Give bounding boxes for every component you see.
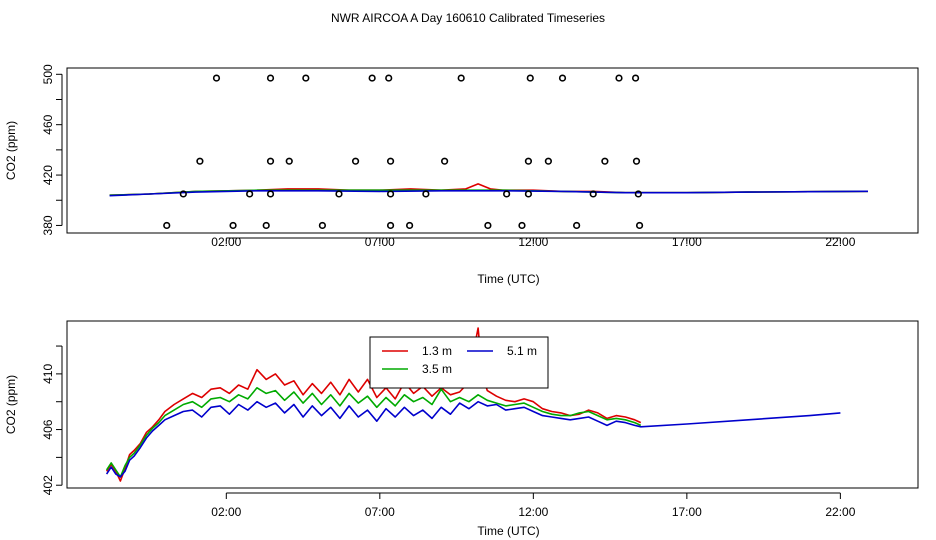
- x-tick-label: 22:00: [825, 235, 855, 249]
- x-tick-label: 07:00: [365, 235, 395, 249]
- legend-label: 5.1 m: [507, 344, 537, 358]
- scatter-point: [179, 190, 187, 198]
- scatter-point: [526, 74, 534, 82]
- scatter-point: [422, 190, 430, 198]
- plot-frame: [66, 320, 919, 489]
- plot-area: [109, 183, 869, 197]
- scatter-point: [386, 221, 395, 230]
- x-tick-label: 17:00: [672, 505, 702, 519]
- y-axis-label: CO2 (ppm): [4, 375, 18, 434]
- y-tick-label: 402: [41, 475, 55, 495]
- scatter-point: [632, 157, 641, 165]
- scatter-point: [484, 221, 492, 230]
- y-tick-label: 380: [41, 215, 55, 235]
- scatter-point: [406, 221, 414, 230]
- scatter-point: [385, 74, 393, 82]
- scatter-point: [558, 74, 567, 82]
- scatter-point: [351, 157, 360, 165]
- scatter-point: [212, 74, 221, 82]
- scatter-point: [544, 157, 552, 165]
- scatter-point: [335, 190, 343, 198]
- scatter-point: [589, 190, 597, 198]
- scatter-point: [615, 74, 623, 82]
- y-tick-label: 406: [41, 419, 55, 439]
- y-tick-label: 500: [41, 64, 55, 84]
- scatter-point: [386, 157, 395, 165]
- scatter-point: [266, 190, 275, 198]
- scatter-point: [503, 190, 511, 198]
- scatter-point: [601, 157, 609, 165]
- series-line-1-3-m: [105, 327, 642, 482]
- scatter-point: [285, 157, 293, 165]
- plot-area: [105, 327, 841, 482]
- scatter-point: [266, 74, 275, 82]
- scatter-point: [457, 74, 465, 82]
- chart-panel-1: NWR AIRCOA A Day 160610 Calibrated Times…: [4, 11, 919, 286]
- scatter-point: [266, 157, 275, 165]
- chart-title: NWR AIRCOA A Day 160610 Calibrated Times…: [331, 11, 605, 25]
- scatter-point: [368, 74, 376, 82]
- scatter-point: [524, 157, 533, 165]
- x-tick-label: 12:00: [518, 235, 548, 249]
- scatter-point: [318, 221, 327, 230]
- x-tick-label: 17:00: [672, 235, 702, 249]
- scatter-point: [229, 221, 237, 230]
- scatter-point: [635, 221, 644, 230]
- scatter-point: [634, 190, 642, 198]
- plot-frame: [66, 67, 919, 234]
- x-tick-label: 02:00: [211, 235, 241, 249]
- series-line-5-1-m: [109, 190, 869, 197]
- legend-box: [369, 336, 549, 389]
- x-tick-label: 07:00: [365, 505, 395, 519]
- y-tick-label: 410: [41, 364, 55, 384]
- scatter-point: [631, 74, 640, 82]
- x-axis-label: Time (UTC): [477, 524, 539, 538]
- scatter-point: [262, 221, 270, 230]
- y-tick-label: 420: [41, 165, 55, 185]
- scatter-point: [441, 157, 449, 165]
- x-axis-label: Time (UTC): [477, 272, 539, 286]
- x-tick-label: 02:00: [211, 505, 241, 519]
- y-axis-label: CO2 (ppm): [4, 121, 18, 180]
- legend-label: 1.3 m: [422, 344, 452, 358]
- scatter-point: [246, 190, 254, 198]
- scatter-point: [196, 157, 204, 165]
- chart-panel-2: 02:00 07:00 12:00 17:00 22:00 402 406 410 Time (…: [4, 320, 919, 538]
- scatter-point: [573, 221, 581, 230]
- y-tick-label: 460: [41, 114, 55, 134]
- series-line-5-1-m: [105, 400, 841, 478]
- scatter-point: [524, 190, 533, 198]
- x-tick-label: 12:00: [518, 505, 548, 519]
- scatter-point: [163, 221, 171, 230]
- scatter-point: [302, 74, 310, 82]
- legend-label: 3.5 m: [422, 362, 452, 376]
- x-tick-label: 22:00: [825, 505, 855, 519]
- scatter-point: [518, 221, 526, 230]
- series-line-3-5-m: [105, 386, 642, 478]
- scatter-point: [386, 190, 395, 198]
